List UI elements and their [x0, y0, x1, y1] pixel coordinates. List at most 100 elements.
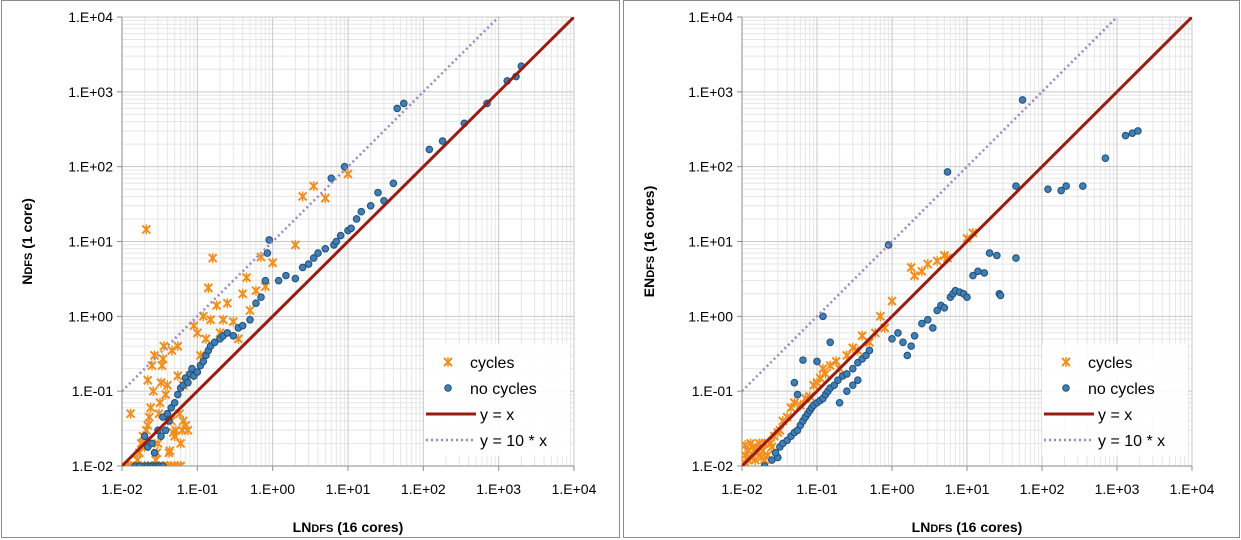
x-tick-label: 1.E+00	[250, 481, 295, 497]
legend-no-cycles-marker	[444, 384, 452, 392]
cycles-point	[158, 353, 168, 364]
legend-label: y = 10 * x	[480, 433, 547, 450]
no-cycles-point	[150, 449, 159, 457]
y-equals-10x-line	[122, 17, 500, 393]
x-tick-label: 1.E+04	[1170, 481, 1215, 497]
no-cycles-point	[140, 432, 149, 441]
no-cycles-point	[1121, 131, 1130, 140]
y-tick-label: 1.E-02	[692, 458, 733, 474]
no-cycles-point	[157, 432, 165, 441]
no-cycles-point	[399, 99, 408, 108]
legend-label: cycles	[470, 355, 514, 372]
cycles-point	[742, 440, 750, 451]
y-tick-label: 1.E-01	[692, 383, 733, 399]
cycles-point	[162, 380, 173, 391]
no-cycles-point	[1062, 182, 1070, 190]
no-cycles-point	[884, 241, 893, 249]
no-cycles-point	[223, 329, 232, 337]
no-cycles-point	[252, 299, 260, 307]
no-cycles-point	[263, 249, 272, 257]
cycles-point	[848, 342, 858, 353]
no-cycles-point	[210, 338, 219, 347]
right-chart-panel: 1.E-02 1.E-01 1.E+00 1.E+01 1.E+02 1.E+03 1.E+…	[623, 0, 1240, 538]
no-cycles-point	[799, 356, 807, 364]
no-cycles-point	[336, 231, 345, 240]
cycles-point	[228, 316, 238, 327]
cycles-point	[222, 298, 233, 309]
no-cycles-point	[1101, 154, 1110, 162]
no-cycles-point	[1018, 96, 1027, 104]
cycles-point	[175, 461, 186, 466]
no-cycles-point	[229, 331, 238, 340]
no-cycles-series	[760, 96, 1142, 466]
x-axis-title-sub: DFS	[311, 523, 333, 535]
no-cycles-point	[291, 274, 300, 283]
cycles-point	[320, 193, 331, 204]
cycles-point	[143, 420, 153, 431]
y-tick-label: 1.E+04	[688, 9, 733, 25]
cycles-point	[875, 311, 886, 322]
y-equals-x-line	[122, 17, 574, 466]
no-cycles-point	[933, 306, 941, 315]
y-tick-label: 1.E+00	[688, 308, 733, 324]
cycles-point	[165, 445, 175, 456]
no-cycles-point	[974, 267, 982, 276]
no-cycles-point	[246, 315, 254, 324]
x-tick-label: 1.E-02	[101, 481, 142, 497]
no-cycles-point	[1012, 254, 1020, 262]
cycles-point	[932, 255, 942, 266]
cycles-point	[203, 282, 214, 293]
legend-no-cycles-marker	[1062, 384, 1070, 392]
no-cycles-point	[918, 319, 926, 328]
no-cycles-point	[813, 357, 821, 366]
cycles-point	[208, 253, 218, 264]
no-cycles-point	[940, 304, 949, 312]
cycles-point	[308, 181, 319, 192]
cycles-point	[857, 330, 867, 341]
cycles-point	[245, 305, 255, 316]
no-cycles-point	[309, 254, 318, 262]
cycles-point	[343, 168, 353, 179]
cycles-point	[155, 397, 165, 408]
legend-label: y = 10 * x	[1098, 433, 1165, 450]
cycles-point	[290, 239, 301, 250]
y-tick-label: 1.E-02	[72, 458, 113, 474]
no-cycles-point	[993, 251, 1001, 260]
y-axis-title-rest: (16 cores)	[641, 186, 657, 256]
left-scatter-chart: 1.E-02 1.E-01 1.E+00 1.E+01 1.E+02 1.E+03 1.E+…	[19, 9, 597, 535]
cycles-point	[251, 285, 261, 296]
legend-cycles-marker	[443, 357, 453, 367]
y-axis-title-main: EN	[641, 278, 657, 297]
legend-label: y = x	[480, 407, 514, 424]
no-cycles-point	[910, 331, 919, 340]
cycles-point	[156, 377, 166, 388]
no-cycles-point	[862, 351, 870, 360]
cycles-point	[145, 402, 156, 413]
no-cycles-point	[184, 378, 192, 387]
no-cycles-point	[282, 271, 290, 280]
cycles-point	[167, 345, 177, 356]
no-cycles-point	[854, 376, 862, 385]
x-tick-label: 1.E-02	[721, 481, 762, 497]
y-axis-title-sub: DFS	[645, 256, 657, 278]
legend-label: cycles	[1088, 355, 1132, 372]
no-cycles-point	[163, 409, 172, 418]
no-cycles-point	[321, 244, 330, 253]
no-cycles-point	[1044, 185, 1052, 193]
no-cycles-point	[389, 179, 398, 188]
x-axis-title: LNDFS (16 cores)	[293, 519, 404, 535]
x-axis-title: LNDFS (16 cores)	[912, 519, 1023, 535]
no-cycles-point	[760, 462, 769, 466]
no-cycles-point	[347, 224, 355, 233]
y-axis-title-sub: DFS	[23, 253, 35, 275]
no-cycles-point	[352, 215, 361, 223]
x-tick-label: 1.E+04	[552, 481, 597, 497]
legend-cycles-marker	[1061, 357, 1071, 367]
y-tick-label: 1.E+01	[68, 234, 113, 250]
cycles-point	[153, 438, 163, 449]
no-cycles-point	[261, 276, 270, 285]
no-cycles-point	[159, 462, 167, 466]
x-tick-label: 1.E+02	[1020, 481, 1065, 497]
no-cycles-point	[923, 315, 932, 324]
no-cycles-point	[969, 271, 977, 280]
